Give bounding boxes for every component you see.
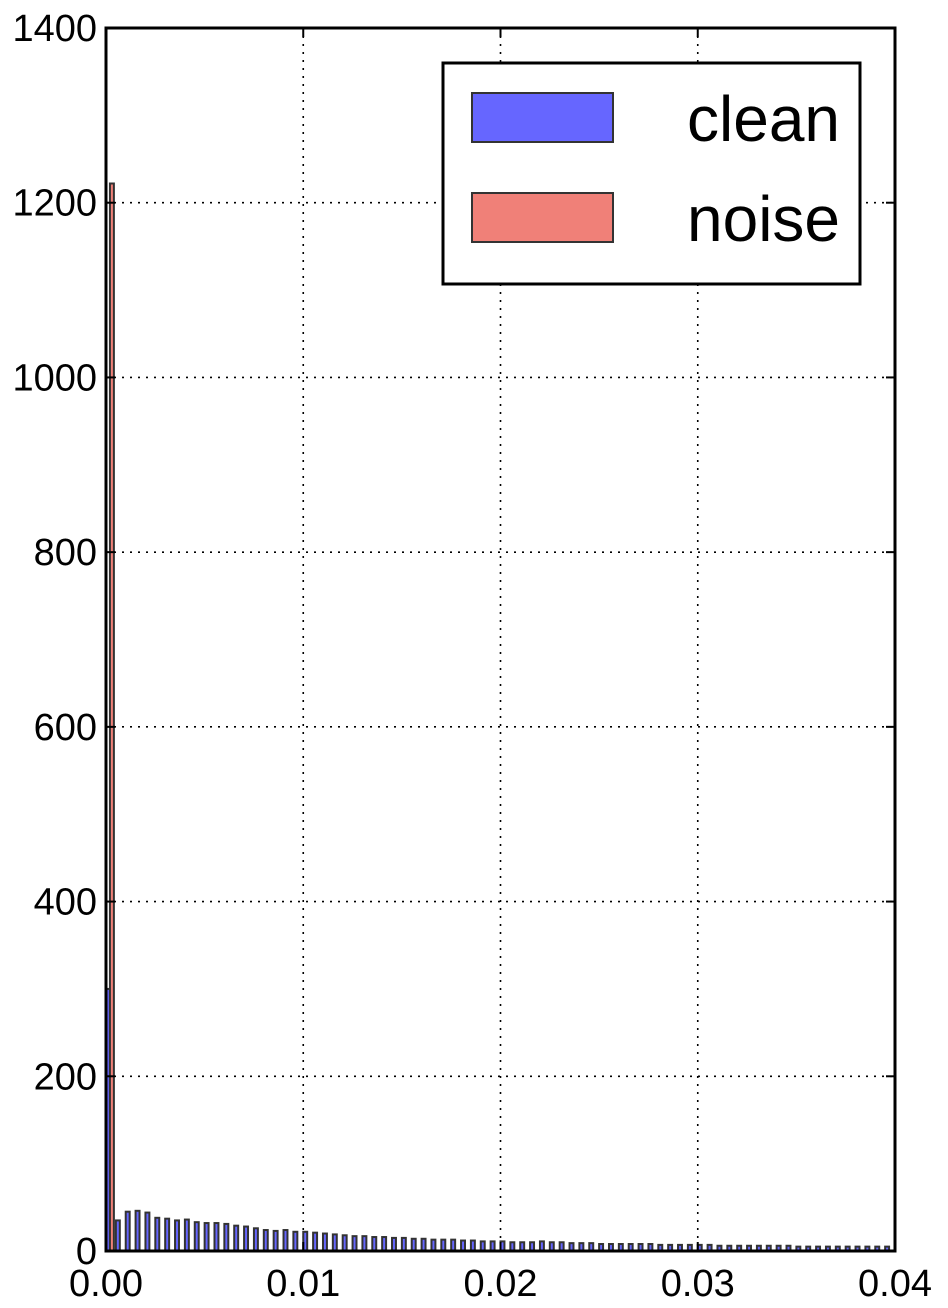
clean-bar	[174, 1219, 180, 1253]
bars	[105, 182, 891, 1253]
clean-bar	[371, 1236, 378, 1252]
y-tick-label: 200	[34, 1056, 97, 1098]
y-tick-label: 1200	[12, 183, 97, 225]
clean-bar	[114, 1219, 121, 1253]
clean-bar	[361, 1235, 368, 1253]
clean-bar	[351, 1235, 358, 1253]
clean-bar	[440, 1238, 447, 1252]
clean-bar	[341, 1234, 348, 1253]
clean-bar	[469, 1239, 476, 1252]
clean-bar	[252, 1227, 259, 1252]
clean-bar	[381, 1236, 388, 1252]
clean-bar	[331, 1233, 338, 1252]
x-tick-label: 0.00	[69, 1263, 143, 1305]
clean-bar	[410, 1237, 417, 1253]
x-tick-label: 0.04	[858, 1263, 932, 1305]
clean-bar	[391, 1236, 397, 1253]
clean-bar	[233, 1224, 240, 1252]
clean-bar	[223, 1222, 230, 1253]
clean-bar	[430, 1238, 437, 1252]
clean-bar	[420, 1237, 427, 1253]
y-tick-label: 400	[34, 882, 97, 924]
clean-bar	[282, 1229, 289, 1253]
clean-bar	[262, 1229, 269, 1253]
noise-bar	[108, 182, 115, 1252]
clean-bar	[203, 1222, 210, 1252]
clean-bar	[124, 1210, 131, 1253]
clean-bar	[134, 1209, 141, 1252]
y-tick-labels: 0 200 400 600 800 1000 1200 1400	[12, 8, 97, 1273]
noise-legend-swatch	[471, 192, 614, 243]
clean-bar	[312, 1231, 319, 1253]
clean-bar	[154, 1216, 161, 1253]
y-tick-label: 1000	[12, 357, 97, 399]
clean-bar	[292, 1230, 299, 1252]
x-tick-label: 0.01	[266, 1263, 340, 1305]
x-tick-label: 0.02	[464, 1263, 538, 1305]
clean-bar	[193, 1221, 200, 1252]
clean-bar	[183, 1218, 190, 1252]
clean-bar	[321, 1232, 328, 1252]
x-tick-labels: 0.00 0.01 0.02 0.03 0.04	[69, 1263, 932, 1305]
clean-bar	[213, 1222, 220, 1252]
y-tick-label: 600	[34, 707, 97, 749]
clean-bar	[450, 1238, 457, 1252]
legend: clean noise	[441, 61, 862, 286]
clean-bar	[400, 1236, 407, 1253]
clean-bar	[144, 1211, 151, 1253]
clean-bar	[164, 1217, 171, 1252]
y-tick-label: 800	[34, 532, 97, 574]
noise-legend-label: noise	[687, 183, 840, 255]
tick-marks	[105, 27, 896, 1252]
clean-legend-label: clean	[687, 83, 840, 155]
clean-bar	[272, 1229, 279, 1252]
clean-bar	[460, 1239, 466, 1252]
clean-legend-swatch	[471, 92, 614, 143]
y-tick-label: 1400	[12, 8, 97, 50]
clean-bar	[243, 1225, 250, 1253]
y-tick-label: 0	[76, 1231, 97, 1273]
x-tick-label: 0.03	[661, 1263, 735, 1305]
